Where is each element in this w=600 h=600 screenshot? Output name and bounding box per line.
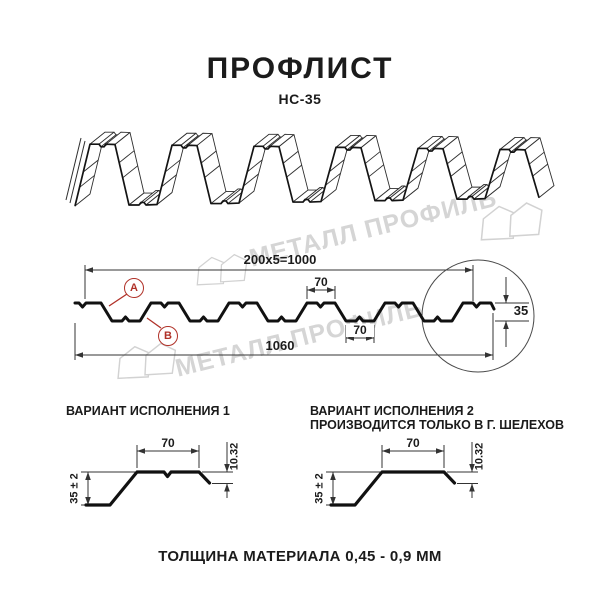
metall-profil-logo-icon (480, 202, 543, 241)
dim-label-v1-height: 35 ± 2 (68, 473, 81, 504)
dim-label-v1-width: 70 (161, 436, 175, 450)
dim-label-rib-top: 70 (314, 275, 328, 289)
marker-b-badge: B (158, 326, 178, 346)
page-title: ПРОФЛИСТ (206, 52, 394, 85)
footer-thickness-note: ТОЛЩИНА МАТЕРИАЛА 0,45 - 0,9 ММ (158, 548, 442, 565)
dim-label-v2-lip: 10.32 (473, 442, 486, 471)
dim-label-total-top: 200x5=1000 (243, 252, 317, 267)
marker-a-badge: A (124, 278, 144, 298)
metall-profil-logo-icon (196, 253, 248, 286)
dim-label-rib-bottom: 70 (346, 324, 374, 337)
dim-label-height: 35 (513, 303, 529, 318)
dim-label-v1-lip: 10.32 (228, 442, 241, 471)
dim-label-v2-width: 70 (406, 436, 420, 450)
dim-label-v2-height: 35 ± 2 (313, 473, 326, 504)
variant2-heading: ВАРИАНТ ИСПОЛНЕНИЯ 2 (310, 404, 474, 418)
dim-label-total-bottom: 1060 (265, 338, 295, 353)
variant2-subheading: ПРОИЗВОДИТСЯ ТОЛЬКО В Г. ШЕЛЕХОВ (310, 418, 565, 432)
profile-code: НС-35 (278, 91, 322, 107)
variant1-heading: ВАРИАНТ ИСПОЛНЕНИЯ 1 (66, 404, 230, 418)
